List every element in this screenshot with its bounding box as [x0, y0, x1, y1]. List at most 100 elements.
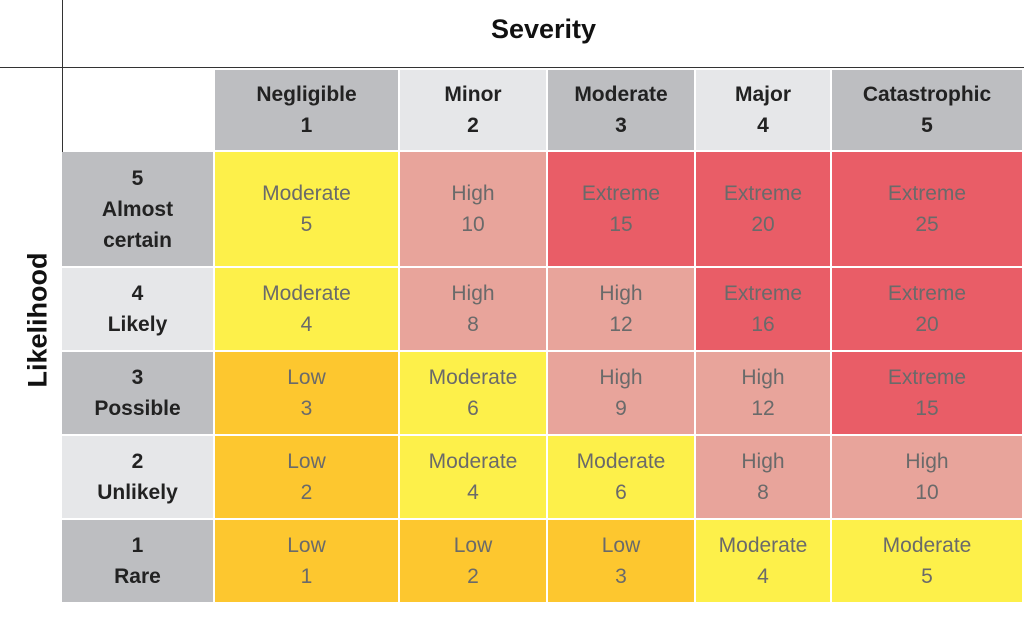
risk-cell: Extreme 20 [696, 152, 832, 268]
row-number: 5 [131, 166, 144, 190]
risk-rating: Low [601, 534, 641, 557]
risk-cell: Low 2 [400, 520, 548, 604]
risk-rating: Low [287, 450, 326, 473]
risk-cell: Moderate 5 [215, 152, 400, 268]
risk-rating: Low [287, 366, 326, 389]
risk-rating: Extreme [723, 182, 803, 205]
risk-rating: High [599, 282, 643, 305]
column-header: Major 4 [696, 70, 832, 152]
risk-rating: High [741, 366, 785, 389]
risk-rating: Moderate [576, 450, 666, 473]
risk-cell: Low 1 [215, 520, 400, 604]
risk-score: 12 [751, 397, 775, 420]
risk-rating: High [741, 450, 785, 473]
column-label: Catastrophic [862, 83, 992, 106]
row-label: Rare [114, 565, 161, 588]
risk-rating: Low [287, 534, 326, 557]
row-header: 1 Rare [62, 520, 215, 604]
row-header: 5 Almost certain [62, 152, 215, 268]
risk-rating: Low [453, 534, 493, 557]
risk-score: 3 [300, 397, 313, 420]
risk-cell: High 8 [696, 436, 832, 520]
risk-cell: High 12 [548, 268, 696, 352]
risk-cell: Moderate 4 [696, 520, 832, 604]
column-header: Minor 2 [400, 70, 548, 152]
row-label: Likely [107, 313, 168, 336]
risk-cell: Low 3 [215, 352, 400, 436]
risk-rating: Extreme [887, 182, 967, 205]
risk-score: 6 [615, 481, 627, 504]
risk-score: 6 [467, 397, 479, 420]
row-number: 1 [131, 534, 144, 557]
column-label: Moderate [574, 83, 668, 106]
risk-score: 2 [300, 481, 313, 504]
risk-cell: Extreme 16 [696, 268, 832, 352]
risk-score: 15 [915, 397, 939, 420]
row-number: 2 [131, 450, 144, 473]
risk-cell: Extreme 15 [832, 352, 1024, 436]
risk-rating: Moderate [262, 182, 351, 205]
likelihood-title: Likelihood [22, 252, 53, 388]
column-label: Minor [444, 83, 502, 106]
risk-cell: Moderate 4 [215, 268, 400, 352]
risk-cell: Moderate 6 [400, 352, 548, 436]
divider-horizontal [0, 67, 1024, 68]
risk-cell: Extreme 25 [832, 152, 1024, 268]
risk-cell: Low 2 [215, 436, 400, 520]
risk-score: 3 [615, 565, 627, 588]
risk-score: 15 [609, 213, 633, 236]
risk-score: 5 [921, 565, 933, 588]
risk-rating: Moderate [718, 534, 808, 557]
column-header: Catastrophic 5 [832, 70, 1024, 152]
row-number: 3 [131, 366, 144, 389]
risk-rating: High [451, 282, 495, 305]
column-number: 5 [921, 114, 933, 137]
risk-score: 25 [915, 213, 939, 236]
risk-cell: High 8 [400, 268, 548, 352]
risk-cell: Moderate 6 [548, 436, 696, 520]
risk-cell: Extreme 15 [548, 152, 696, 268]
column-number: 2 [467, 114, 479, 137]
risk-cell: Extreme 20 [832, 268, 1024, 352]
risk-score: 10 [461, 213, 485, 236]
risk-rating: High [905, 450, 949, 473]
risk-score: 10 [915, 481, 939, 504]
risk-rating: Moderate [428, 450, 518, 473]
risk-score: 5 [300, 213, 313, 236]
risk-rating: Extreme [887, 366, 967, 389]
risk-score: 1 [300, 565, 313, 588]
risk-rating: Extreme [723, 282, 803, 305]
column-header: Moderate 3 [548, 70, 696, 152]
column-number: 4 [757, 114, 769, 137]
risk-rating: Moderate [262, 282, 351, 305]
risk-rating: Moderate [882, 534, 972, 557]
risk-score: 8 [467, 313, 479, 336]
risk-cell: High 12 [696, 352, 832, 436]
risk-score: 4 [300, 313, 313, 336]
row-header: 3 Possible [62, 352, 215, 436]
column-number: 1 [300, 114, 313, 137]
risk-rating: High [451, 182, 495, 205]
risk-score: 20 [915, 313, 939, 336]
row-header: 4 Likely [62, 268, 215, 352]
risk-cell: Moderate 5 [832, 520, 1024, 604]
risk-score: 4 [467, 481, 479, 504]
row-label: Possible [94, 397, 181, 420]
risk-cell: Low 3 [548, 520, 696, 604]
risk-rating: Moderate [428, 366, 518, 389]
risk-score: 9 [615, 397, 627, 420]
column-number: 3 [615, 114, 627, 137]
risk-rating: Extreme [581, 182, 661, 205]
column-label: Major [734, 83, 791, 106]
risk-cell: High 10 [400, 152, 548, 268]
risk-cell: High 10 [832, 436, 1024, 520]
row-header: 2 Unlikely [62, 436, 215, 520]
severity-title: Severity [490, 14, 597, 44]
risk-score: 20 [751, 213, 775, 236]
risk-score: 2 [467, 565, 479, 588]
row-label: Almost certain [101, 197, 174, 252]
risk-cell: Moderate 4 [400, 436, 548, 520]
risk-cell: High 9 [548, 352, 696, 436]
column-header: Negligible 1 [215, 70, 400, 152]
